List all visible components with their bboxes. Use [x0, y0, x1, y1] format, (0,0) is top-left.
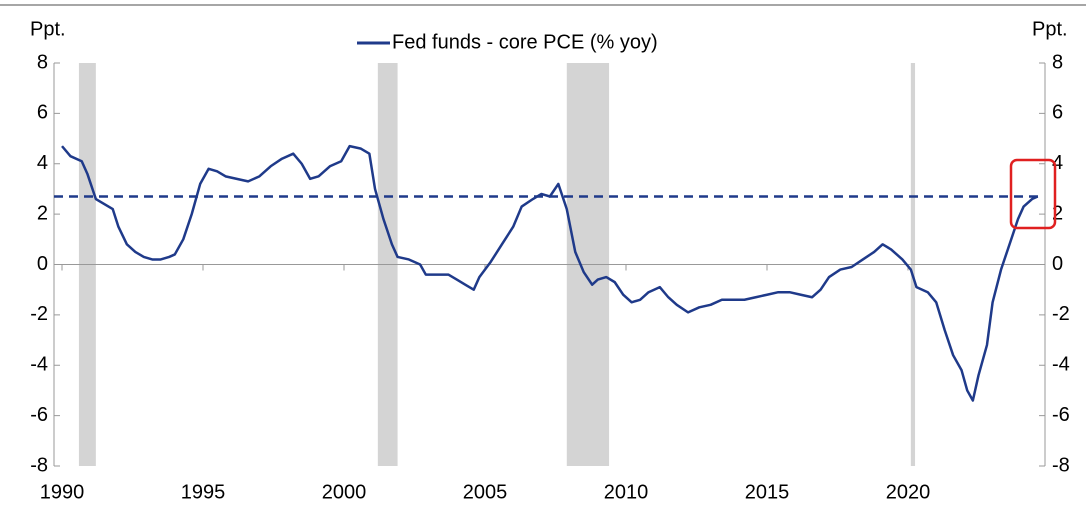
x-tick-label: 2005	[463, 481, 508, 503]
x-tick-label: 2020	[886, 481, 931, 503]
y2-tick-label: 4	[1052, 152, 1063, 174]
y2-axis-label: Ppt.	[1032, 18, 1068, 40]
highlight-box	[1009, 158, 1057, 230]
x-tick-label: 2000	[322, 481, 367, 503]
y-tick-label: 0	[37, 253, 48, 275]
data-line	[61, 144, 1039, 402]
y-tick-label: 8	[37, 51, 48, 73]
y2-tick-label: -2	[1052, 303, 1070, 325]
x-tick-label: 2015	[745, 481, 790, 503]
y2-tick-label: 6	[1052, 102, 1063, 124]
y-tick-label: -6	[30, 404, 48, 426]
y-tick-label: -4	[30, 354, 48, 376]
y-tick-label: 6	[37, 102, 48, 124]
y2-tick-label: -8	[1052, 454, 1070, 476]
y-tick-label: 4	[37, 152, 48, 174]
y2-tick-label: -4	[1052, 354, 1070, 376]
y2-tick-label: 8	[1052, 51, 1063, 73]
y-tick-label: 2	[37, 202, 48, 224]
legend-label: Fed funds - core PCE (% yoy)	[392, 31, 658, 53]
y2-tick-label: 2	[1052, 202, 1063, 224]
y-tick-label: -8	[30, 454, 48, 476]
x-tick-label: 2010	[604, 481, 649, 503]
y-axis-label: Ppt.	[30, 18, 66, 40]
x-tick-label: 1990	[40, 481, 85, 503]
y-tick-label: -2	[30, 303, 48, 325]
x-tick-label: 1995	[181, 481, 226, 503]
y2-tick-label: -6	[1052, 404, 1070, 426]
y2-tick-label: 0	[1052, 253, 1063, 275]
